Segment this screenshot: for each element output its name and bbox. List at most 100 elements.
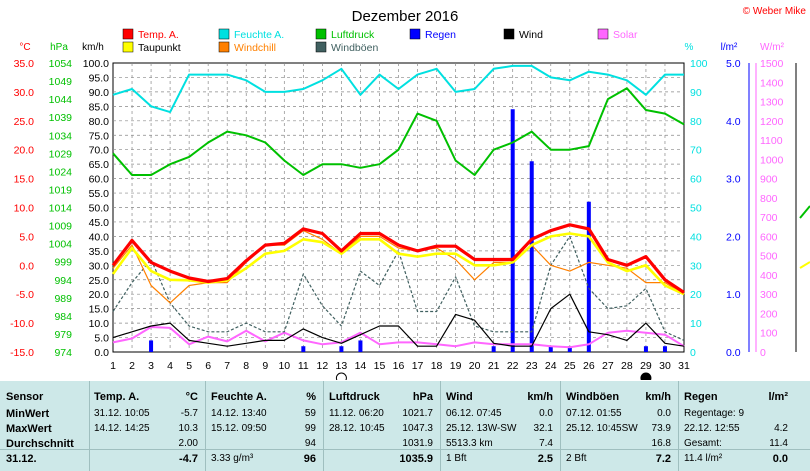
temp-tick: 5.0	[19, 231, 34, 243]
humidity-tick: 10	[690, 318, 702, 330]
wind-tick: 45.0	[89, 217, 110, 229]
x-tick: 5	[186, 360, 192, 372]
axis-title-rain: l/m²	[721, 42, 738, 53]
pressure-tick: 1004	[49, 239, 73, 251]
table-cell-value: 96	[303, 453, 316, 465]
legend-label: Windchill	[234, 42, 276, 54]
wind-tick: 35.0	[89, 246, 110, 258]
legend-swatch	[218, 28, 230, 40]
table-row-separator	[0, 449, 810, 450]
table-header-rain: Regen	[684, 391, 718, 403]
x-tick: 25	[564, 360, 576, 372]
legend-label: Regen	[425, 29, 456, 41]
rain-bar	[510, 109, 515, 353]
legend-label: Feuchte A.	[234, 29, 284, 41]
legend-swatch	[409, 28, 421, 40]
x-tick: 8	[243, 360, 249, 372]
wind-tick: 10.0	[89, 318, 110, 330]
x-tick: 3	[148, 360, 154, 372]
pressure-tick: 1014	[49, 203, 73, 215]
rain-bar	[662, 346, 667, 352]
humidity-tick: 70	[690, 145, 702, 157]
legend-swatch	[503, 28, 515, 40]
solar-tick: 400	[760, 270, 778, 282]
table-cell-text: 2 Bft	[566, 453, 587, 464]
pressure-tick: 1054	[49, 58, 73, 70]
table-column-divider	[560, 381, 561, 471]
wind-tick: 65.0	[89, 159, 110, 171]
x-tick: 11	[298, 360, 309, 372]
x-tick: 9	[262, 360, 268, 372]
rain-bar	[567, 346, 572, 352]
table-column-divider	[678, 381, 679, 471]
legend-label: Luftdruck	[331, 29, 375, 41]
table-column-divider	[89, 381, 90, 471]
wind-tick: 30.0	[89, 260, 110, 272]
temp-tick: 30.0	[14, 87, 35, 99]
table-cell-value: 59	[304, 408, 316, 419]
table-cell-value: 0.0	[539, 408, 553, 419]
table-cell-value: 11.4	[769, 438, 788, 449]
solar-tick: 1200	[760, 116, 784, 128]
x-tick: 29	[640, 360, 652, 372]
x-tick: 30	[659, 360, 671, 372]
table-cell-value: 1035.9	[399, 453, 433, 465]
table-cell-value: 94	[304, 438, 316, 449]
legend-swatch	[315, 41, 327, 53]
x-tick: 14	[355, 360, 367, 372]
pressure-tick: 999	[54, 257, 72, 269]
series-line-luftdruck	[112, 87, 685, 176]
offscreen-pressure-stub	[799, 205, 810, 219]
humidity-tick: 80	[690, 116, 702, 128]
legend-swatch	[122, 41, 134, 53]
solar-tick: 600	[760, 231, 778, 243]
table-cell-value: 7.2	[655, 453, 671, 465]
solar-tick: 300	[760, 289, 778, 301]
table-header-unit-press: hPa	[412, 391, 433, 403]
rain-bar	[491, 346, 496, 352]
rain-tick: 5.0	[726, 58, 741, 70]
x-tick: 17	[412, 360, 424, 372]
rain-bar	[548, 346, 553, 352]
humidity-tick: 100	[690, 58, 708, 70]
x-tick: 27	[602, 360, 614, 372]
wind-tick: 95.0	[89, 72, 110, 84]
table-cell-value: 73.9	[651, 423, 671, 434]
table-cell-text: Gesamt:	[684, 438, 722, 449]
legend-label: Taupunkt	[138, 42, 181, 54]
table-cell-text: 07.12. 01:55	[566, 408, 622, 419]
wind-tick: 25.0	[89, 275, 110, 287]
solar-tick: 0	[760, 347, 766, 359]
humidity-tick: 90	[690, 87, 702, 99]
x-tick: 7	[224, 360, 230, 372]
legend-swatch	[218, 41, 230, 53]
temp-tick: -5.0	[16, 289, 34, 301]
statistics-table: Sensor Temp. A. °C Feuchte A.% Luftdruck hPa W…	[0, 381, 810, 471]
x-tick: 4	[167, 360, 173, 372]
pressure-tick: 1039	[49, 112, 73, 124]
offscreen-dewpoint-stub	[799, 261, 810, 269]
chart-axes: °C hPa km/h% l/m² W/m²35.030.025.020.015.010…	[10, 42, 810, 380]
pressure-tick: 1024	[49, 166, 73, 178]
pressure-tick: 1019	[49, 184, 73, 196]
solar-tick: 1300	[760, 97, 784, 109]
x-tick: 10	[278, 360, 290, 372]
table-cell-text: 25.12. 10:45SW	[566, 423, 638, 434]
pressure-tick: 1009	[49, 221, 73, 233]
temp-tick: 10.0	[14, 203, 35, 215]
table-cell-text: 14.12. 13:40	[211, 408, 267, 419]
solar-tick: 800	[760, 193, 778, 205]
legend-label: Temp. A.	[138, 29, 179, 41]
table-row-label: MinWert	[6, 408, 50, 420]
chart-series	[111, 64, 685, 353]
humidity-tick: 0	[690, 347, 696, 359]
solar-tick: 1400	[760, 77, 784, 89]
x-tick: 16	[393, 360, 405, 372]
pressure-tick: 974	[54, 347, 72, 359]
table-header-unit-temp: °C	[185, 391, 198, 403]
legend-swatch	[122, 28, 134, 40]
table-row-label: 31.12.	[6, 453, 37, 465]
wind-tick: 55.0	[89, 188, 110, 200]
humidity-tick: 50	[690, 203, 702, 215]
pressure-tick: 984	[54, 311, 72, 323]
